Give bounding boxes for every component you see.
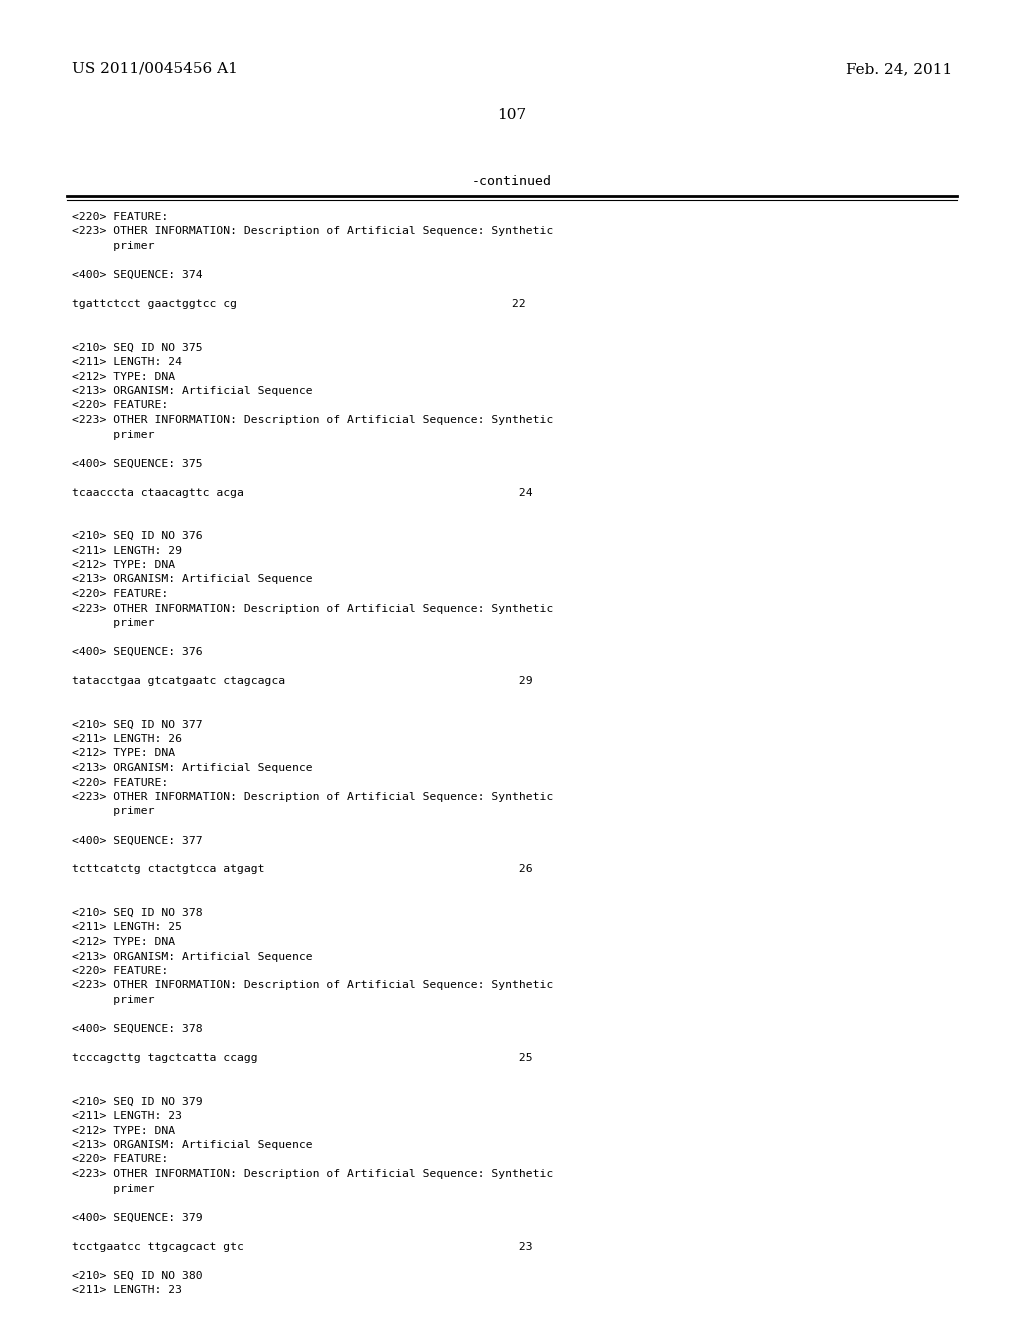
Text: <211> LENGTH: 23: <211> LENGTH: 23 [72, 1284, 182, 1295]
Text: <213> ORGANISM: Artificial Sequence: <213> ORGANISM: Artificial Sequence [72, 1140, 312, 1150]
Text: <220> FEATURE:: <220> FEATURE: [72, 589, 168, 599]
Text: <400> SEQUENCE: 375: <400> SEQUENCE: 375 [72, 458, 203, 469]
Text: <212> TYPE: DNA: <212> TYPE: DNA [72, 1126, 175, 1135]
Text: <211> LENGTH: 23: <211> LENGTH: 23 [72, 1111, 182, 1121]
Text: <400> SEQUENCE: 377: <400> SEQUENCE: 377 [72, 836, 203, 846]
Text: tcctgaatcc ttgcagcact gtc                                        23: tcctgaatcc ttgcagcact gtc 23 [72, 1242, 532, 1251]
Text: primer: primer [72, 995, 155, 1005]
Text: <400> SEQUENCE: 378: <400> SEQUENCE: 378 [72, 1024, 203, 1034]
Text: 107: 107 [498, 108, 526, 121]
Text: <211> LENGTH: 24: <211> LENGTH: 24 [72, 356, 182, 367]
Text: <223> OTHER INFORMATION: Description of Artificial Sequence: Synthetic: <223> OTHER INFORMATION: Description of … [72, 1170, 553, 1179]
Text: primer: primer [72, 618, 155, 628]
Text: <210> SEQ ID NO 380: <210> SEQ ID NO 380 [72, 1270, 203, 1280]
Text: tcaacccta ctaacagttc acga                                        24: tcaacccta ctaacagttc acga 24 [72, 487, 532, 498]
Text: <210> SEQ ID NO 375: <210> SEQ ID NO 375 [72, 342, 203, 352]
Text: <400> SEQUENCE: 379: <400> SEQUENCE: 379 [72, 1213, 203, 1222]
Text: <210> SEQ ID NO 378: <210> SEQ ID NO 378 [72, 908, 203, 917]
Text: <220> FEATURE:: <220> FEATURE: [72, 400, 168, 411]
Text: primer: primer [72, 1184, 155, 1193]
Text: <211> LENGTH: 29: <211> LENGTH: 29 [72, 545, 182, 556]
Text: <213> ORGANISM: Artificial Sequence: <213> ORGANISM: Artificial Sequence [72, 574, 312, 585]
Text: <400> SEQUENCE: 376: <400> SEQUENCE: 376 [72, 647, 203, 657]
Text: primer: primer [72, 242, 155, 251]
Text: <210> SEQ ID NO 376: <210> SEQ ID NO 376 [72, 531, 203, 541]
Text: <212> TYPE: DNA: <212> TYPE: DNA [72, 748, 175, 759]
Text: <213> ORGANISM: Artificial Sequence: <213> ORGANISM: Artificial Sequence [72, 952, 312, 961]
Text: <213> ORGANISM: Artificial Sequence: <213> ORGANISM: Artificial Sequence [72, 763, 312, 774]
Text: primer: primer [72, 807, 155, 817]
Text: Feb. 24, 2011: Feb. 24, 2011 [846, 62, 952, 77]
Text: -continued: -continued [472, 176, 552, 187]
Text: <210> SEQ ID NO 377: <210> SEQ ID NO 377 [72, 719, 203, 730]
Text: <223> OTHER INFORMATION: Description of Artificial Sequence: Synthetic: <223> OTHER INFORMATION: Description of … [72, 603, 553, 614]
Text: <223> OTHER INFORMATION: Description of Artificial Sequence: Synthetic: <223> OTHER INFORMATION: Description of … [72, 981, 553, 990]
Text: <212> TYPE: DNA: <212> TYPE: DNA [72, 937, 175, 946]
Text: <220> FEATURE:: <220> FEATURE: [72, 213, 168, 222]
Text: <220> FEATURE:: <220> FEATURE: [72, 777, 168, 788]
Text: <212> TYPE: DNA: <212> TYPE: DNA [72, 371, 175, 381]
Text: <213> ORGANISM: Artificial Sequence: <213> ORGANISM: Artificial Sequence [72, 385, 312, 396]
Text: primer: primer [72, 429, 155, 440]
Text: US 2011/0045456 A1: US 2011/0045456 A1 [72, 62, 238, 77]
Text: <223> OTHER INFORMATION: Description of Artificial Sequence: Synthetic: <223> OTHER INFORMATION: Description of … [72, 792, 553, 803]
Text: tgattctcct gaactggtcc cg                                        22: tgattctcct gaactggtcc cg 22 [72, 300, 525, 309]
Text: <220> FEATURE:: <220> FEATURE: [72, 1155, 168, 1164]
Text: <400> SEQUENCE: 374: <400> SEQUENCE: 374 [72, 271, 203, 280]
Text: tcccagcttg tagctcatta ccagg                                      25: tcccagcttg tagctcatta ccagg 25 [72, 1053, 532, 1063]
Text: <211> LENGTH: 25: <211> LENGTH: 25 [72, 923, 182, 932]
Text: <212> TYPE: DNA: <212> TYPE: DNA [72, 560, 175, 570]
Text: <223> OTHER INFORMATION: Description of Artificial Sequence: Synthetic: <223> OTHER INFORMATION: Description of … [72, 414, 553, 425]
Text: <211> LENGTH: 26: <211> LENGTH: 26 [72, 734, 182, 744]
Text: <210> SEQ ID NO 379: <210> SEQ ID NO 379 [72, 1097, 203, 1106]
Text: <220> FEATURE:: <220> FEATURE: [72, 966, 168, 975]
Text: <223> OTHER INFORMATION: Description of Artificial Sequence: Synthetic: <223> OTHER INFORMATION: Description of … [72, 227, 553, 236]
Text: tatacctgaa gtcatgaatc ctagcagca                                  29: tatacctgaa gtcatgaatc ctagcagca 29 [72, 676, 532, 686]
Text: tcttcatctg ctactgtcca atgagt                                     26: tcttcatctg ctactgtcca atgagt 26 [72, 865, 532, 874]
